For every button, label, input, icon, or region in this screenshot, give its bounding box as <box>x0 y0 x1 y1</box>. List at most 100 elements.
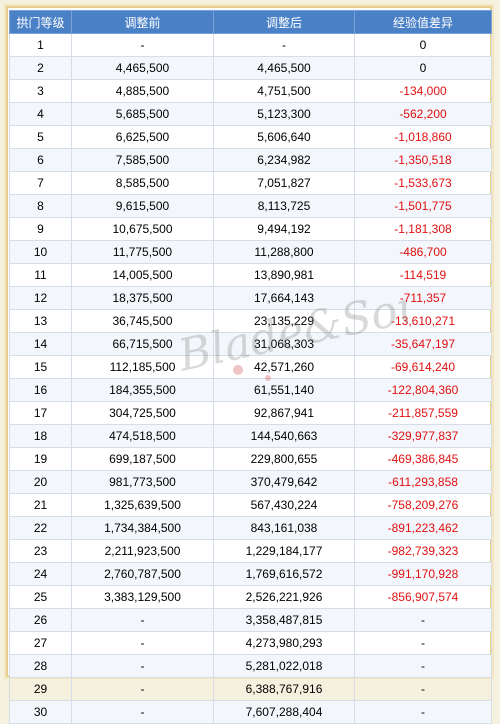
header-row: 拱门等级 调整前 调整后 经验值差异 <box>9 10 492 34</box>
cell-after: 4,465,500 <box>213 56 355 80</box>
cell-after: 5,123,300 <box>213 102 355 126</box>
cell-after: 1,769,616,572 <box>213 562 355 586</box>
cell-after: 4,751,500 <box>213 79 355 103</box>
cell-level: 3 <box>9 79 72 103</box>
cell-level: 15 <box>9 355 72 379</box>
cell-after: 7,051,827 <box>213 171 355 195</box>
cell-before: 981,773,500 <box>71 470 214 494</box>
cell-before: 3,383,129,500 <box>71 585 214 609</box>
table-row: 23 2,211,923,500 1,229,184,177 -982,739,323 <box>9 539 492 563</box>
cell-after: 6,388,767,916 <box>213 677 355 701</box>
cell-before: 7,585,500 <box>71 148 214 172</box>
cell-before: 4,465,500 <box>71 56 214 80</box>
cell-after: 5,281,022,018 <box>213 654 355 678</box>
cell-diff: -1,350,518 <box>354 148 492 172</box>
table-row: 30-7,607,288,404- <box>9 700 492 724</box>
cell-level: 2 <box>9 56 72 80</box>
cell-before: - <box>71 654 214 678</box>
cell-level: 8 <box>9 194 72 218</box>
cell-before: 1,734,384,500 <box>71 516 214 540</box>
cell-level: 22 <box>9 516 72 540</box>
cell-level: 10 <box>9 240 72 264</box>
cell-level: 21 <box>9 493 72 517</box>
cell-diff: -758,209,276 <box>354 493 492 517</box>
cell-after: 92,867,941 <box>213 401 355 425</box>
cell-level: 18 <box>9 424 72 448</box>
cell-before: - <box>71 608 214 632</box>
cell-before: 4,885,500 <box>71 79 214 103</box>
cell-before: 66,715,500 <box>71 332 214 356</box>
table-row: 1--0 <box>9 33 492 57</box>
cell-diff: -69,614,240 <box>354 355 492 379</box>
cell-level: 20 <box>9 470 72 494</box>
cell-diff: -486,700 <box>354 240 492 264</box>
table-row: 18 474,518,500 144,540,663 -329,977,837 <box>9 424 492 448</box>
cell-diff: -211,857,559 <box>354 401 492 425</box>
table-row: 28-5,281,022,018- <box>9 654 492 678</box>
cell-diff: -991,170,928 <box>354 562 492 586</box>
cell-diff: -114,519 <box>354 263 492 287</box>
cell-diff: -856,907,574 <box>354 585 492 609</box>
table-row: 13 36,745,500 23,135,229 -13,610,271 <box>9 309 492 333</box>
cell-before: 1,325,639,500 <box>71 493 214 517</box>
cell-level: 25 <box>9 585 72 609</box>
table-row: 22 1,734,384,500 843,161,038 -891,223,462 <box>9 516 492 540</box>
cell-after: 2,526,221,926 <box>213 585 355 609</box>
table-row: 10 11,775,500 11,288,800 -486,700 <box>9 240 492 264</box>
cell-diff: -35,647,197 <box>354 332 492 356</box>
cell-diff: -982,739,323 <box>354 539 492 563</box>
cell-level: 17 <box>9 401 72 425</box>
cell-diff: -1,533,673 <box>354 171 492 195</box>
table-row: 11 14,005,500 13,890,981 -114,519 <box>9 263 492 287</box>
table-row: 16 184,355,500 61,551,140 -122,804,360 <box>9 378 492 402</box>
cell-after: 42,571,260 <box>213 355 355 379</box>
cell-diff: -329,977,837 <box>354 424 492 448</box>
cell-diff: - <box>354 631 492 655</box>
cell-after: 9,494,192 <box>213 217 355 241</box>
cell-before: 10,675,500 <box>71 217 214 241</box>
table-row: 29-6,388,767,916- <box>9 677 492 701</box>
cell-before: - <box>71 700 214 724</box>
cell-diff: -562,200 <box>354 102 492 126</box>
cell-diff: - <box>354 700 492 724</box>
cell-before: 18,375,500 <box>71 286 214 310</box>
cell-level: 13 <box>9 309 72 333</box>
exp-table: 拱门等级 调整前 调整后 经验值差异 1- -0 2 4,465,500 4,465,5… <box>9 10 492 724</box>
cell-level: 30 <box>9 700 72 724</box>
cell-diff: -891,223,462 <box>354 516 492 540</box>
cell-after: 229,800,655 <box>213 447 355 471</box>
table-row: 25 3,383,129,500 2,526,221,926 -856,907,574 <box>9 585 492 609</box>
cell-before: 8,585,500 <box>71 171 214 195</box>
cell-diff: 0 <box>354 33 492 57</box>
cell-diff: - <box>354 677 492 701</box>
cell-before: - <box>71 631 214 655</box>
cell-level: 29 <box>9 677 72 701</box>
cell-after: 370,479,642 <box>213 470 355 494</box>
cell-after: 5,606,640 <box>213 125 355 149</box>
cell-before: 304,725,500 <box>71 401 214 425</box>
cell-before: - <box>71 33 214 57</box>
cell-before: - <box>71 677 214 701</box>
cell-diff: - <box>354 608 492 632</box>
cell-diff: -122,804,360 <box>354 378 492 402</box>
table-row: 7 8,585,500 7,051,827 -1,533,673 <box>9 171 492 195</box>
table-row: 26-3,358,487,815- <box>9 608 492 632</box>
header-before: 调整前 <box>71 10 214 34</box>
cell-diff: -469,386,845 <box>354 447 492 471</box>
cell-diff: -1,018,860 <box>354 125 492 149</box>
header-diff: 经验值差异 <box>354 10 492 34</box>
cell-before: 2,760,787,500 <box>71 562 214 586</box>
table-row: 2 4,465,500 4,465,500 0 <box>9 56 492 80</box>
cell-before: 11,775,500 <box>71 240 214 264</box>
table-row: 8 9,615,500 8,113,725 -1,501,775 <box>9 194 492 218</box>
cell-level: 11 <box>9 263 72 287</box>
table-row: 9 10,675,500 9,494,192 -1,181,308 <box>9 217 492 241</box>
cell-level: 23 <box>9 539 72 563</box>
cell-after: 3,358,487,815 <box>213 608 355 632</box>
cell-diff: 0 <box>354 56 492 80</box>
table-frame: 拱门等级 调整前 调整后 经验值差异 1- -0 2 4,465,500 4,465,5… <box>6 6 492 724</box>
cell-before: 6,625,500 <box>71 125 214 149</box>
cell-diff: -13,610,271 <box>354 309 492 333</box>
header-level: 拱门等级 <box>9 10 72 34</box>
table-row: 27-4,273,980,293- <box>9 631 492 655</box>
